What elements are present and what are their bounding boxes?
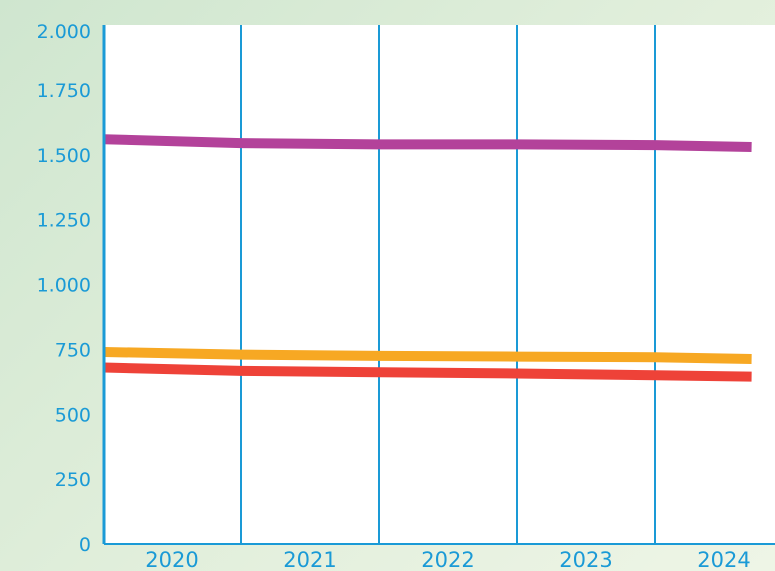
- series-lines: [103, 134, 752, 382]
- gridlines: [240, 25, 656, 544]
- y-tick-label: 750: [55, 339, 91, 361]
- series-line-2: [103, 347, 752, 364]
- y-tick-label: 250: [55, 469, 91, 491]
- series-line-3: [103, 362, 752, 382]
- y-tick-label: 500: [55, 404, 91, 426]
- x-tick-label: 2022: [421, 548, 474, 571]
- y-tick-label: 1.000: [37, 275, 91, 297]
- y-tick-labels: 0 250 500 750 1.000 1.250 1.500 1.750 2.000: [37, 21, 91, 556]
- x-tick-labels: 2020 2021 2022 2023 2024: [145, 548, 750, 571]
- x-tick-label: 2023: [559, 548, 612, 571]
- x-tick-label: 2021: [283, 548, 336, 571]
- x-tick-label: 2020: [145, 548, 198, 571]
- series-line-1: [103, 134, 752, 152]
- x-tick-label: 2024: [697, 548, 750, 571]
- y-tick-label: 1.500: [37, 145, 91, 167]
- y-tick-label: 1.750: [37, 80, 91, 102]
- plot-area: [104, 25, 775, 544]
- y-tick-label: 2.000: [37, 21, 91, 43]
- y-tick-label: 0: [79, 534, 91, 556]
- y-tick-label: 1.250: [37, 210, 91, 232]
